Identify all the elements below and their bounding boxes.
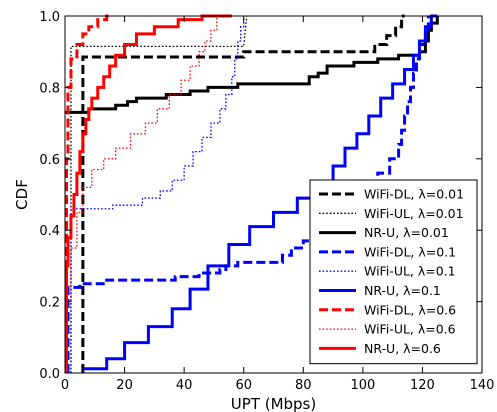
- series-line-2: [70, 15, 248, 373]
- legend-label: WiFi-UL, λ=0.1: [364, 264, 456, 279]
- axis-ticks: 0 20 40 60 80 100 120 140 0.0 0.2 0.4 0.6 0.8 1.0: [39, 10, 494, 393]
- legend-label: NR-U, λ=0.6: [364, 341, 441, 356]
- x-tick-label: 20: [116, 378, 133, 393]
- y-tick-label: 0.6: [39, 153, 60, 168]
- y-tick-label: 0.4: [39, 224, 60, 239]
- x-tick-label: 40: [176, 378, 193, 393]
- legend-label: WiFi-UL, λ=0.01: [364, 206, 464, 221]
- x-tick-label: 80: [295, 378, 312, 393]
- series-line-8: [65, 15, 220, 373]
- series-line-1: [81, 14, 405, 373]
- legend-label: WiFi-DL, λ=0.1: [364, 244, 456, 259]
- x-tick-label: 100: [350, 378, 375, 393]
- x-axis-label: UPT (Mbps): [231, 395, 316, 412]
- series-line-9: [65, 14, 232, 373]
- x-tick-label: 60: [235, 378, 252, 393]
- y-axis-label: CDF: [13, 179, 31, 210]
- legend-label: NR-U, λ=0.1: [364, 283, 441, 298]
- legend-label: WiFi-UL, λ=0.6: [364, 322, 456, 337]
- legend-label: NR-U, λ=0.01: [364, 225, 449, 240]
- series-line-5: [70, 16, 245, 373]
- x-tick-label: 0: [61, 378, 69, 393]
- x-tick-label: 120: [410, 378, 435, 393]
- y-tick-label: 0.2: [39, 296, 60, 311]
- y-tick-label: 1.0: [39, 10, 60, 25]
- y-tick-label: 0.8: [39, 81, 60, 96]
- plot-frame: [64, 15, 483, 374]
- legend-label: WiFi-DL, λ=0.6: [364, 302, 456, 317]
- legend-label: WiFi-DL, λ=0.01: [364, 187, 464, 202]
- legend: WiFi-DL, λ=0.01 WiFi-UL, λ=0.01 NR-U, λ=0.…: [309, 179, 478, 365]
- x-tick-label: 140: [470, 378, 495, 393]
- series-line-3: [65, 16, 439, 114]
- series-line-7: [65, 14, 113, 373]
- y-tick-label: 0.0: [39, 367, 60, 382]
